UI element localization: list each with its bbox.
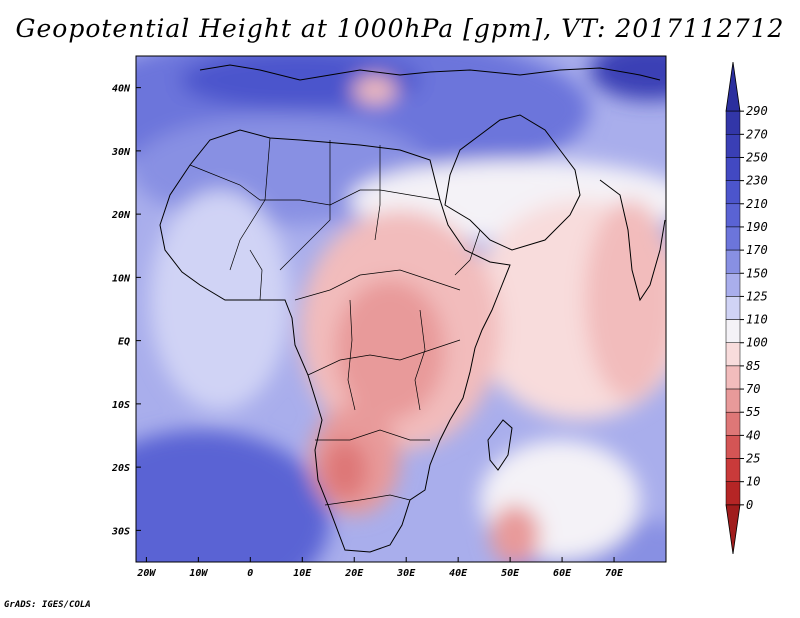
colorbar-segment [725, 365, 741, 390]
lon-tick-label: 50E [501, 568, 520, 579]
lon-tick-label: 20E [344, 568, 364, 579]
colorbar-segment [725, 296, 741, 320]
colorbar-segment [725, 481, 741, 506]
colorbar-level-label: 170 [746, 243, 768, 257]
lon-tick-label: 40E [449, 568, 468, 579]
colorbar-level-label: 290 [746, 104, 768, 118]
colorbar-level-label: 55 [746, 405, 760, 419]
india-coastline [599, 179, 666, 302]
field-sw-ocean [136, 430, 330, 562]
lat-tick-label: 20N [111, 210, 131, 221]
field-aegean [353, 76, 397, 104]
colorbar-segment [725, 273, 741, 297]
colorbar-level-label: 40 [746, 428, 760, 442]
field-moz-red [490, 505, 540, 562]
colorbar-level-label: 210 [746, 197, 768, 211]
colorbar-level-label: 100 [746, 336, 768, 350]
colorbar-level-label: 125 [746, 289, 768, 303]
colorbar-segment [725, 226, 741, 251]
colorbar-segment [725, 134, 741, 158]
colorbar-segment [725, 342, 741, 367]
lat-tick-label: 40N [112, 84, 131, 95]
colorbar-segment [725, 411, 741, 436]
height-field [136, 56, 666, 562]
field-ne-corner [590, 56, 666, 100]
colorbar-level-label: 250 [746, 150, 768, 164]
lon-tick-label: 10W [189, 568, 208, 579]
colorbar-level-label: 25 [746, 452, 760, 466]
colorbar-level-label: 70 [746, 382, 760, 396]
colorbar-segment [725, 110, 741, 135]
lat-tick-label: 10N [112, 273, 131, 284]
credit-text: GrADS: IGES/COLA [4, 600, 91, 610]
lon-tick-label: 30E [396, 568, 416, 579]
colorbar: 2902702502302101901701501251101008570554… [725, 61, 768, 555]
lat-tick-label: 30S [111, 526, 130, 537]
colorbar-top-arrow [725, 61, 741, 112]
arabia-coastline [444, 114, 581, 251]
colorbar-segment [725, 249, 741, 274]
field-africa-core [335, 280, 445, 420]
field-india [585, 200, 666, 400]
map-title: Geopotential Height at 1000hPa [gpm], VT… [15, 14, 785, 43]
africa-coastline [159, 129, 511, 553]
lat-tick-label: 10S [112, 400, 130, 411]
colorbar-level-label: 85 [746, 359, 760, 373]
lat-tick-labels: 40N 30N 20N 10N EQ 10S 20S 30S [111, 84, 141, 537]
colorbar-level-label: 110 [746, 313, 768, 327]
colorbar-level-label: 230 [746, 174, 768, 188]
colorbar-segment [725, 319, 741, 343]
country-borders [189, 137, 481, 506]
lon-tick-label: 60E [553, 568, 572, 579]
plot-frame [135, 55, 667, 563]
lon-tick-label: 0 [247, 568, 253, 579]
lon-tick-labels: 20W 10W 0 10E 20E 30E 40E 50E 60E 70E [136, 557, 624, 579]
colorbar-segment [725, 180, 741, 205]
colorbar-segment [725, 435, 741, 459]
field-kalahari-core [323, 440, 367, 500]
lat-tick-label: 20S [111, 463, 130, 474]
colorbar-level-label: 10 [746, 475, 760, 489]
field-white-west [150, 190, 290, 410]
lon-tick-label: 70E [605, 568, 624, 579]
lon-tick-label: 10E [293, 568, 312, 579]
coastlines [159, 64, 666, 553]
lat-tick-label: 30N [111, 147, 131, 158]
lon-tick-label: 20W [136, 568, 156, 579]
colorbar-segment [725, 388, 741, 413]
colorbar-level-label: 270 [746, 127, 768, 141]
lat-tick-label: EQ [118, 337, 130, 348]
colorbar-segment [725, 157, 741, 181]
colorbar-level-label: 150 [746, 266, 768, 280]
colorbar-level-label: 0 [746, 498, 753, 512]
madagascar-coastline [487, 419, 513, 471]
europe-coastline [199, 64, 661, 81]
colorbar-level-label: 190 [746, 220, 768, 234]
colorbar-segment [725, 458, 741, 482]
colorbar-segment [725, 203, 741, 228]
colorbar-bottom-arrow [725, 504, 741, 555]
